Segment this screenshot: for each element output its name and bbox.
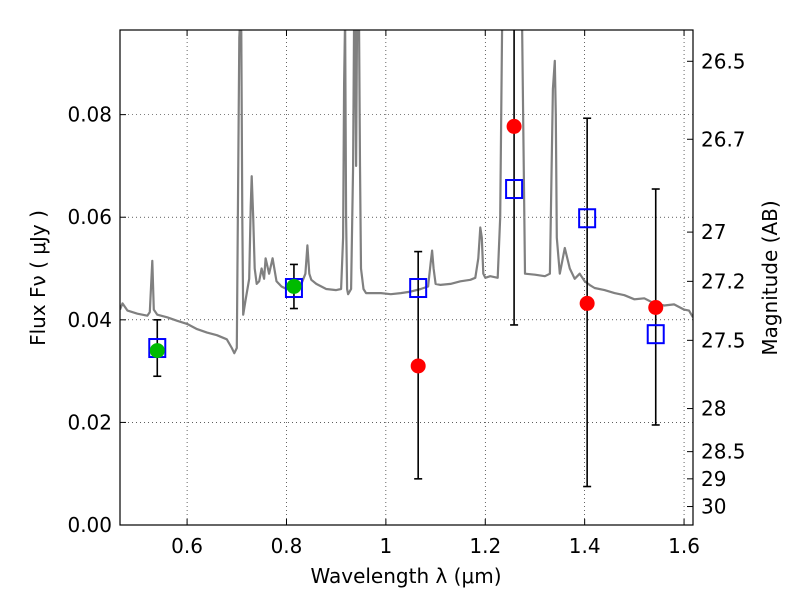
right-tick-label: 26.7 <box>701 127 746 151</box>
plot-frame <box>119 29 694 526</box>
right-axis-label: Magnitude (AB) <box>758 200 782 355</box>
plot-area <box>120 30 693 488</box>
observed-point <box>286 278 302 294</box>
model-photometry-square <box>578 208 597 229</box>
right-tick-label: 29 <box>701 467 726 491</box>
model-photometry-square <box>409 278 428 299</box>
model-photometry-square <box>646 324 665 345</box>
y-tick-label: 0.08 <box>67 103 112 127</box>
right-tick-label: 27.5 <box>701 328 746 352</box>
right-tick-label: 28 <box>701 397 726 421</box>
x-tick-label: 1.4 <box>569 534 601 558</box>
x-tick-label: 1.2 <box>469 534 501 558</box>
y-tick-label: 0.06 <box>67 205 112 229</box>
y-tick-label: 0.00 <box>67 513 112 537</box>
observed-point <box>648 300 664 316</box>
right-tick-label: 27 <box>701 220 726 244</box>
y-axis-label: Flux Fν ( μJy ) <box>26 210 50 346</box>
x-tick-label: 0.8 <box>271 534 303 558</box>
x-axis-label: Wavelength λ (μm) <box>310 564 501 588</box>
spectrum-line <box>120 30 693 355</box>
x-tick-label: 1 <box>380 534 393 558</box>
y-tick-label: 0.02 <box>67 410 112 434</box>
observed-point <box>579 295 595 311</box>
right-tick-label: 30 <box>701 495 726 519</box>
observed-point <box>410 358 426 374</box>
observed-point <box>149 343 165 359</box>
y-tick-label: 0.04 <box>67 308 112 332</box>
observed-point <box>506 118 522 134</box>
right-tick-label: 28.5 <box>701 440 746 464</box>
x-tick-label: 1.6 <box>668 534 700 558</box>
axis-ticks: 0.6 0.8 1 1.2 1.4 1.6 0.00 0.02 0.04 0.06 0.08 26.5… <box>67 30 746 558</box>
gridlines <box>120 30 693 526</box>
model-photometry-square <box>505 179 524 200</box>
x-tick-label: 0.6 <box>171 534 203 558</box>
right-tick-label: 26.5 <box>701 49 746 73</box>
right-tick-label: 27.2 <box>701 269 746 293</box>
